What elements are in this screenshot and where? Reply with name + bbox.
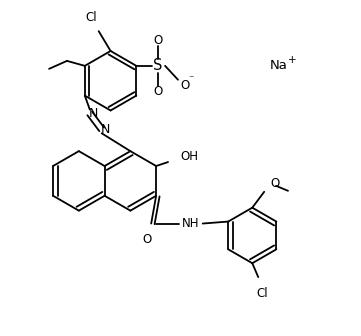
Text: N: N xyxy=(89,107,99,120)
Text: +: + xyxy=(288,55,297,65)
Text: N: N xyxy=(101,123,110,136)
Text: Na: Na xyxy=(269,59,287,72)
Text: S: S xyxy=(153,58,163,73)
Text: Cl: Cl xyxy=(256,287,268,300)
Text: OH: OH xyxy=(180,150,198,163)
Text: O: O xyxy=(143,234,152,246)
Text: NH: NH xyxy=(182,217,200,230)
Text: ⁻: ⁻ xyxy=(188,75,193,85)
Text: O: O xyxy=(180,79,189,92)
Text: Cl: Cl xyxy=(85,11,96,24)
Text: O: O xyxy=(270,177,279,191)
Text: O: O xyxy=(153,85,163,98)
Text: O: O xyxy=(153,34,163,47)
